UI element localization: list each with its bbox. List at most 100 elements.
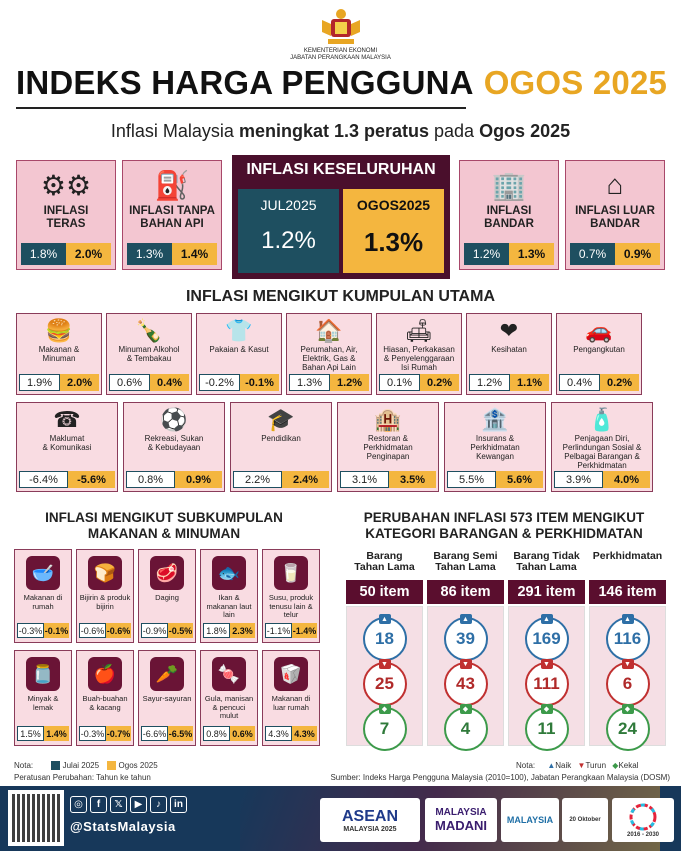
legend-naik: Naik	[555, 761, 572, 770]
count-turun: ▼ 111	[524, 659, 569, 706]
subgroup-values: -6.6% -6.5%	[141, 726, 193, 741]
legend-ogos: Ogos 2025	[118, 761, 158, 770]
overall-prev-box: JUL2025 1.2%	[238, 189, 339, 273]
subgroup-card: 🥕 Sayur-sayuran -6.6% -6.5%	[138, 650, 196, 746]
group-label-line: & Penyelenggaraan	[383, 354, 455, 363]
subgroup-label: Makanan di luar rumah	[265, 694, 317, 712]
subgroup-label-line: luar rumah	[273, 702, 309, 712]
instagram-icon[interactable]: ◎	[70, 796, 87, 813]
source-note: Sumber: Indeks Harga Pengguna Malaysia (…	[330, 773, 670, 782]
fuel-pump-icon: ⛽	[154, 170, 190, 201]
value-ogos: -0.7%	[106, 726, 131, 741]
bread-icon: 🍞	[88, 556, 122, 590]
subgroup-label-line: & pencuci	[212, 702, 246, 712]
subgroup-label-line: mulut	[219, 711, 239, 720]
subgroup-label-line: telur	[283, 610, 299, 619]
meat-icon: 🥩	[150, 556, 184, 590]
overall-inflation-panel: INFLASI KESELURUHAN JUL2025 1.2% OGOS202…	[232, 155, 450, 279]
value-ogos: 2.0%	[66, 243, 111, 265]
group-label-line: Perumahan, Air,	[300, 345, 358, 354]
value-jul: 3.1%	[340, 471, 389, 488]
value-ogos: 1.4%	[44, 726, 69, 741]
group-label: Kesihatan	[469, 345, 549, 354]
group-label-line: Maklumat	[49, 434, 85, 443]
value-ogos: 0.4%	[150, 374, 189, 391]
education-icon: 🎓	[267, 407, 295, 432]
overall-curr-label: OGOS2025	[356, 197, 431, 213]
group-card: 🧴 Penjagaan Diri, Perlindungan Sosial & Pel…	[551, 402, 653, 492]
count-kekal-value: 7	[379, 719, 390, 738]
group-label-line: Hiasan, Perkakasan	[383, 345, 455, 354]
group-card: 🍔 Makanan & Minuman 1.9% 2.0%	[16, 313, 102, 395]
furnishing-icon: 🛋	[405, 318, 433, 343]
card-label-line: INFLASI LUAR	[575, 205, 655, 217]
group-label: Rekreasi, Sukan & Kebudayaan	[126, 434, 222, 452]
social-handle[interactable]: @StatsMalaysia	[70, 819, 176, 834]
group-label-line: Minuman	[42, 354, 76, 363]
group-card: 🏠 Perumahan, Air, Elektrik, Gas & Bahan Api…	[286, 313, 372, 395]
count-naik-value: 116	[613, 629, 642, 648]
insurance-icon: 🏦	[481, 407, 509, 432]
x-icon[interactable]: 𝕏	[110, 796, 127, 813]
card-label-line: INFLASI	[43, 205, 89, 217]
turun-icon: ▼	[621, 659, 634, 669]
value-jul: 0.6%	[109, 374, 150, 391]
group-label-line: Perlindungan Sosial &	[562, 443, 642, 452]
group-values: 0.6% 0.4%	[109, 374, 189, 391]
value-jul: 3.9%	[554, 471, 603, 488]
legend-turun: Turun	[585, 761, 607, 770]
tiktok-icon[interactable]: ♪	[150, 796, 167, 813]
turun-icon: ▼	[540, 659, 553, 669]
sugar-icon: 🍬	[212, 657, 246, 691]
group-label-line: Pelbagai Barangan &	[564, 452, 640, 461]
transport-icon: 🚗	[585, 318, 613, 343]
subgroups-section-title: INFLASI MENGIKUT SUBKUMPULAN MAKANAN & M…	[14, 510, 314, 542]
overall-prev-value: 1.2%	[261, 227, 316, 254]
facebook-icon[interactable]: f	[90, 796, 107, 813]
fish-icon: 🐟	[212, 556, 246, 590]
count-kekal-value: 4	[460, 719, 471, 738]
kekal-icon: ◆	[378, 704, 391, 714]
coat-of-arms-icon	[316, 6, 366, 48]
value-ogos: 4.3%	[292, 726, 317, 741]
count-kekal: ◆ 7	[362, 704, 407, 751]
item-count: 291 item	[508, 580, 585, 604]
subgroup-card: 🍞 Bijirin & produk bijirin -0.6% -0.6%	[76, 549, 134, 643]
subgroup-label-line: Buah-buahan	[82, 694, 128, 703]
value-jul: 1.8%	[21, 243, 66, 265]
qr-code[interactable]	[8, 790, 64, 846]
changes-section-title: PERUBAHAN INFLASI 573 ITEM MENGIKUT KATE…	[334, 510, 674, 542]
group-label-line: Pengangkutan	[573, 345, 625, 354]
count-naik-value: 39	[456, 629, 475, 648]
value-jul: -0.3%	[17, 623, 44, 638]
asean-logo-subtext: MALAYSIA 2025	[343, 825, 397, 833]
card-inflasi-tanpa-bahan-api: ⛽ INFLASI TANPA BAHAN API 1.3% 1.4%	[122, 160, 222, 270]
linkedin-icon[interactable]: in	[170, 796, 187, 813]
value-jul: 1.5%	[17, 726, 44, 741]
bowl-icon: 🥣	[26, 556, 60, 590]
naik-icon: ▲	[547, 761, 556, 770]
value-ogos: 4.0%	[603, 471, 650, 488]
group-values: 1.2% 1.1%	[469, 374, 549, 391]
subgroups-title-line: INFLASI MENGIKUT SUBKUMPULAN	[45, 510, 283, 525]
youtube-icon[interactable]: ▶	[130, 796, 147, 813]
madani-logo: MALAYSIA MADANI	[425, 798, 497, 842]
value-ogos: 2.3%	[230, 623, 255, 638]
group-label-line: Elektrik, Gas &	[302, 354, 356, 363]
group-label: Hiasan, Perkakasan & Penyelenggaraan Isi R…	[379, 345, 459, 372]
group-label-line: & Kebudayaan	[147, 443, 201, 452]
column-header-line: Barang	[366, 550, 403, 562]
subgroup-label-line: rumah	[32, 601, 54, 611]
group-values: 3.9% 4.0%	[554, 471, 650, 488]
value-jul: 0.1%	[379, 374, 420, 391]
subgroup-card: 🥡 Makanan di luar rumah 4.3% 4.3%	[262, 650, 320, 746]
clothing-icon: 👕	[225, 318, 253, 343]
personal-care-icon: 🧴	[588, 407, 616, 432]
overall-curr-value: 1.3%	[363, 227, 424, 257]
value-ogos: 0.6%	[230, 726, 255, 741]
count-naik: ▲ 116	[605, 614, 650, 661]
subtitle-text: Inflasi Malaysia	[110, 121, 239, 141]
subgroup-label-line: Minyak &	[27, 694, 59, 703]
subgroup-label: Buah-buahan & kacang	[79, 694, 131, 712]
value-ogos: -0.5%	[168, 623, 193, 638]
